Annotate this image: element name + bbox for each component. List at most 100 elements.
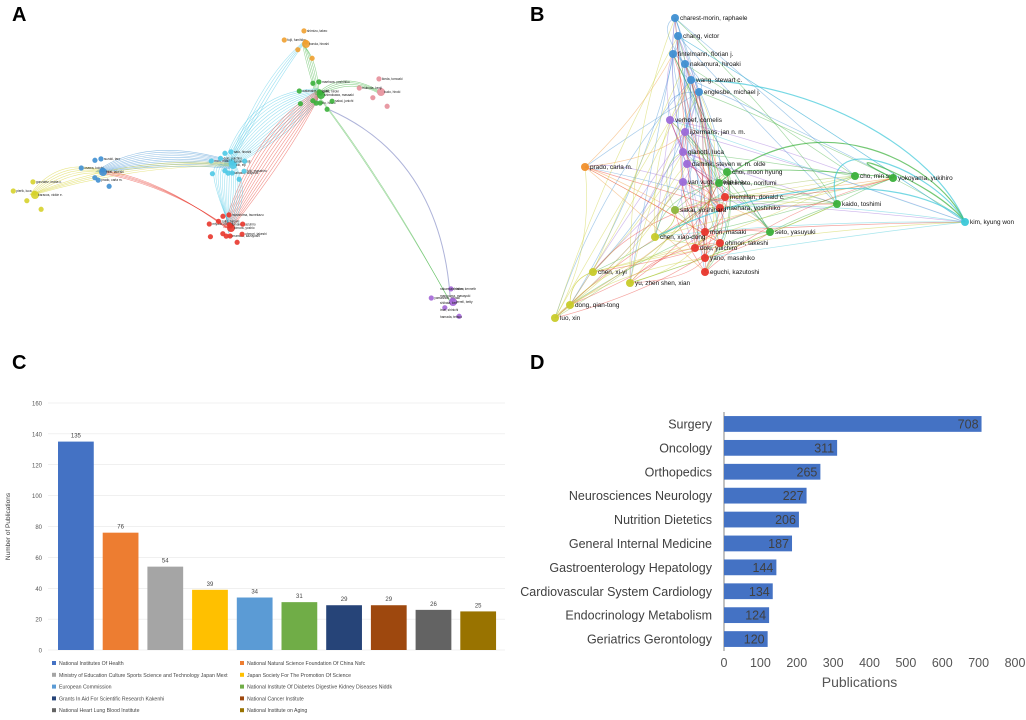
funding-value-label: 26 — [430, 602, 437, 608]
network-b-edge — [682, 151, 856, 177]
network-a-node — [226, 222, 232, 228]
network-a-node — [301, 28, 307, 34]
funding-legend-label: National Heart Lung Blood Institute — [59, 708, 140, 714]
network-b-node-label: prado, carla m. — [590, 164, 633, 171]
network-b-edge — [719, 171, 731, 244]
network-a-node — [428, 295, 434, 301]
network-a-edge — [232, 97, 319, 166]
network-a-edge — [30, 168, 101, 196]
network-b-node — [674, 32, 682, 40]
network-b-edge — [669, 119, 721, 209]
network-a-node — [226, 212, 232, 218]
network-b-node-label: yano, masahiko — [710, 255, 755, 262]
network-a-node-label: imai, shinichi — [440, 308, 459, 312]
funding-value-label: 29 — [341, 597, 348, 603]
network-a-node — [98, 156, 104, 162]
area-bar — [724, 535, 793, 552]
network-a-node-label: miyata, hiroshi — [212, 222, 233, 226]
network-a-edge — [227, 94, 319, 229]
network-b-edge — [629, 17, 676, 284]
network-b-edge — [677, 35, 838, 205]
network-a-node-label: fujii, masahiro — [247, 169, 267, 173]
network-a-edge — [316, 94, 451, 302]
network-b-edge — [592, 242, 721, 273]
network-a-node-label: oki, eiji — [236, 163, 246, 167]
network-a-node — [316, 79, 322, 85]
network-b-edge — [684, 131, 771, 233]
network-b-edge — [592, 63, 686, 273]
network-b-edge — [704, 177, 894, 233]
network-a-edge — [229, 43, 304, 166]
network-a-node-label: shibata, ken — [440, 301, 457, 305]
network-a-node-label: kudo, hiroki — [384, 90, 401, 94]
network-a-node — [99, 167, 106, 173]
network-b-node-label: choi, moon hyung — [732, 169, 783, 176]
network-a-edge — [98, 155, 231, 173]
network-a-node — [209, 171, 216, 177]
network-a-node — [376, 76, 382, 82]
network-b-edge — [654, 221, 966, 238]
network-b-edge — [669, 119, 706, 259]
network-b-node-label: ohmori, takeshi — [725, 240, 768, 247]
area-x-tick-label: 800 — [1005, 656, 1026, 670]
network-b-edge — [592, 151, 684, 273]
network-b-edge — [704, 199, 718, 233]
network-b-edge — [654, 177, 894, 238]
network-b-edge — [681, 181, 696, 249]
area-x-tick-label: 0 — [721, 656, 728, 670]
network-a-node — [239, 231, 245, 237]
network-a-node-label: hirai, takeshi — [106, 170, 124, 174]
network-b-edge — [684, 131, 966, 223]
network-a-nodes: honda, hiroshi shimizu, takeo fujii, fumih… — [10, 28, 476, 319]
network-a-edge — [229, 96, 319, 229]
network-a-node — [92, 157, 98, 163]
network-b-edge — [709, 199, 726, 244]
network-b-node-label: gianotti, luca — [688, 149, 724, 156]
network-b-edge — [677, 35, 966, 223]
network-b-edge — [554, 119, 671, 319]
network-b-node-label: chen, xiao-dong — [660, 234, 706, 241]
network-b-edge — [584, 166, 706, 273]
funding-value-label: 34 — [251, 590, 258, 596]
network-a-node — [313, 100, 319, 106]
network-b-edge — [554, 35, 679, 319]
network-a-node — [228, 149, 234, 155]
network-b-node-label: chang, victor — [683, 33, 720, 40]
area-value-label: 124 — [745, 609, 766, 623]
funding-bar — [460, 611, 497, 650]
funding-bar — [236, 597, 273, 650]
network-b-edge — [709, 199, 838, 205]
network-b-edge — [654, 163, 688, 238]
network-b-edge — [682, 151, 838, 205]
network-a-node — [225, 170, 231, 176]
network-b-edge — [569, 175, 856, 306]
network-a-node-label: yamamoto, kazuyoshi — [229, 234, 260, 238]
network-b-edge — [704, 196, 726, 259]
network-a-node-label: baracos, vickie e. — [38, 193, 63, 197]
network-b-edge — [704, 203, 838, 233]
network-b-node — [581, 163, 589, 171]
network-b-node — [701, 268, 709, 276]
network-a-node — [242, 158, 248, 164]
network-a-edge — [98, 157, 231, 173]
network-a-edge — [234, 99, 319, 166]
network-b-edge — [674, 17, 711, 201]
network-a-node-label: saito, hiroaki — [221, 219, 239, 223]
network-b-node — [681, 60, 689, 68]
funding-y-tick-label: 40 — [35, 587, 42, 593]
funding-bar — [415, 609, 452, 650]
network-b-node-label: yokoyama, yukihiro — [898, 175, 953, 182]
network-a-node — [296, 88, 302, 94]
funding-legend-label: Grants In Aid For Scientific Research Ka… — [59, 696, 164, 702]
network-b-node-label: damink, steven w. m. olde — [692, 161, 766, 168]
funding-y-tick-label: 60 — [35, 556, 42, 562]
area-value-label: 708 — [958, 417, 979, 431]
network-a-node-label: hamada, tetsuo — [440, 315, 462, 319]
network-b-edge — [654, 182, 720, 238]
network-b-node — [679, 178, 687, 186]
network-a-node-label: nakamura, hideo — [440, 287, 464, 291]
network-a-edge — [227, 41, 304, 166]
network-a-edge — [227, 92, 319, 166]
network-a-node — [236, 176, 242, 182]
network-a-node — [215, 218, 222, 224]
